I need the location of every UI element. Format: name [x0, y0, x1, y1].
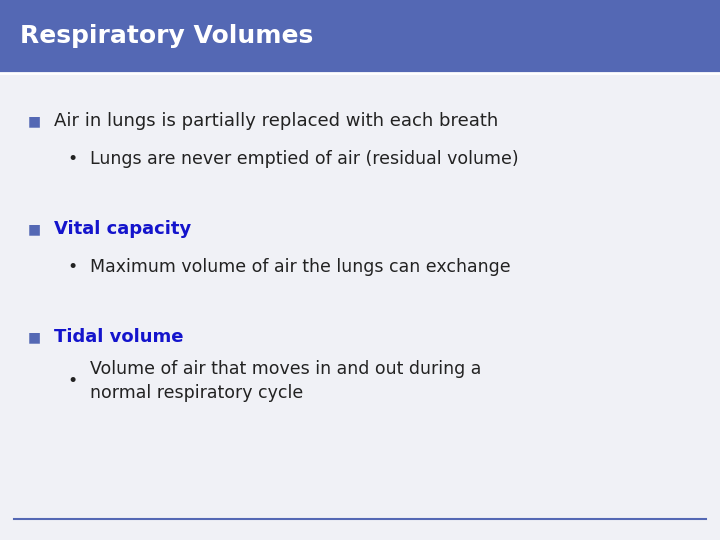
Text: Volume of air that moves in and out during a
normal respiratory cycle: Volume of air that moves in and out duri… [90, 360, 482, 402]
Text: •: • [67, 372, 77, 390]
Text: Air in lungs is partially replaced with each breath: Air in lungs is partially replaced with … [54, 112, 498, 131]
Text: •: • [67, 258, 77, 276]
Text: •: • [67, 150, 77, 168]
Text: ■: ■ [27, 114, 40, 129]
Text: Vital capacity: Vital capacity [54, 220, 192, 239]
Text: ■: ■ [27, 330, 40, 345]
FancyBboxPatch shape [0, 0, 720, 73]
Text: Lungs are never emptied of air (residual volume): Lungs are never emptied of air (residual… [90, 150, 518, 168]
Text: ■: ■ [27, 222, 40, 237]
Text: Maximum volume of air the lungs can exchange: Maximum volume of air the lungs can exch… [90, 258, 510, 276]
Text: Respiratory Volumes: Respiratory Volumes [20, 24, 313, 49]
Text: Tidal volume: Tidal volume [54, 328, 184, 347]
